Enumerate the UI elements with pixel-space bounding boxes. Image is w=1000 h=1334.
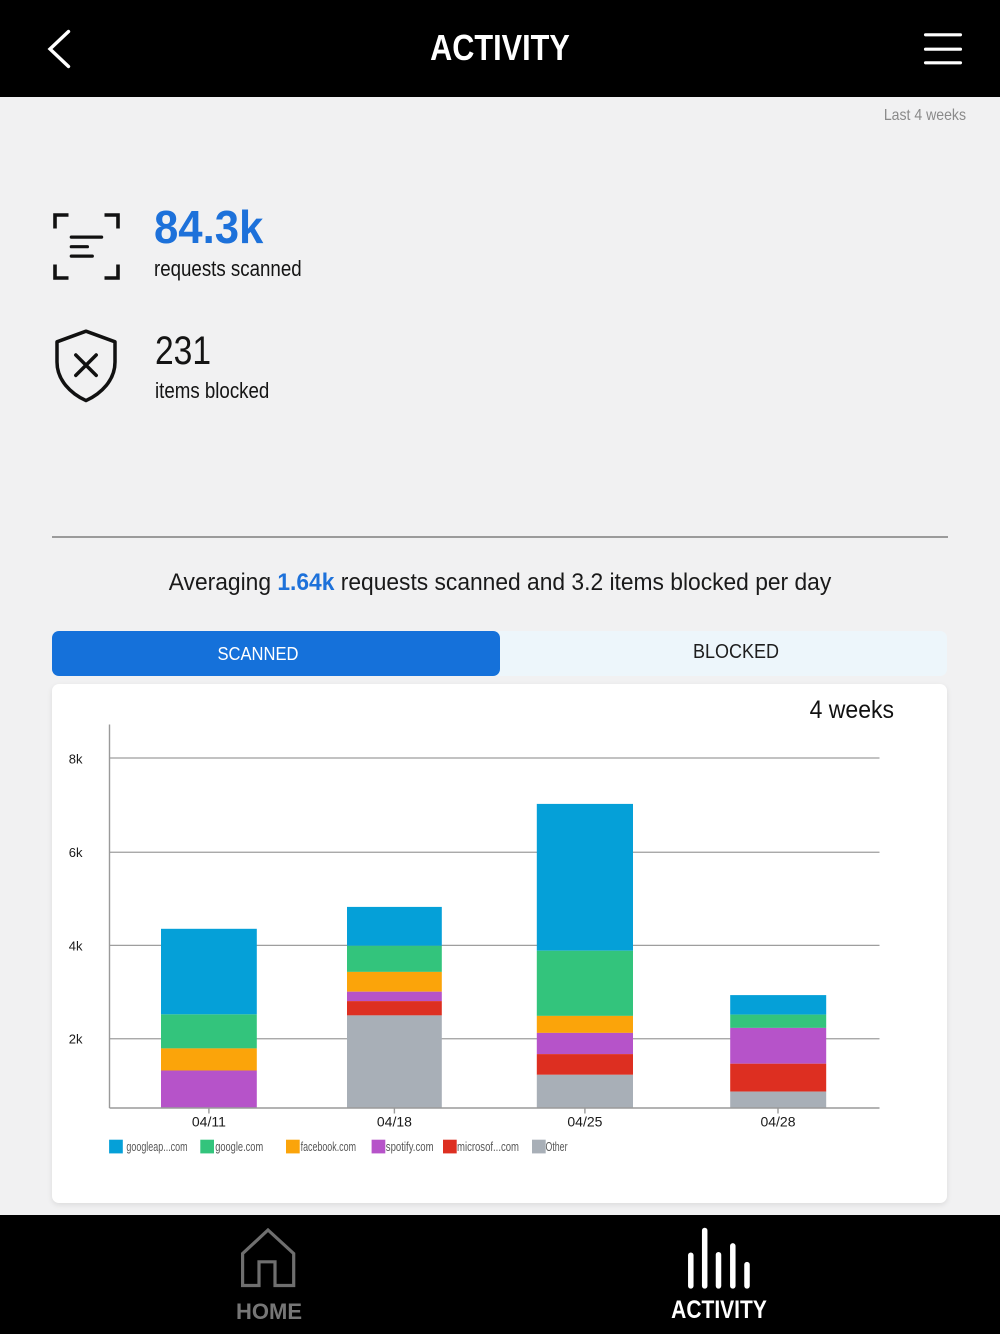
svg-text:microsof...com: microsof...com: [457, 1139, 519, 1154]
svg-text:04/25: 04/25: [567, 1114, 602, 1130]
svg-text:googleap...com: googleap...com: [126, 1139, 187, 1154]
svg-text:04/28: 04/28: [760, 1114, 795, 1130]
svg-text:04/18: 04/18: [377, 1114, 412, 1130]
svg-text:4k: 4k: [69, 939, 83, 954]
svg-text:6k: 6k: [69, 845, 83, 860]
svg-text:8k: 8k: [69, 752, 83, 767]
svg-text:04/11: 04/11: [192, 1114, 226, 1130]
svg-text:2k: 2k: [69, 1032, 83, 1047]
svg-text:spotify.com: spotify.com: [386, 1139, 434, 1154]
svg-text:facebook.com: facebook.com: [301, 1139, 356, 1154]
svg-text:google.com: google.com: [215, 1139, 263, 1154]
svg-text:Other: Other: [546, 1139, 568, 1154]
